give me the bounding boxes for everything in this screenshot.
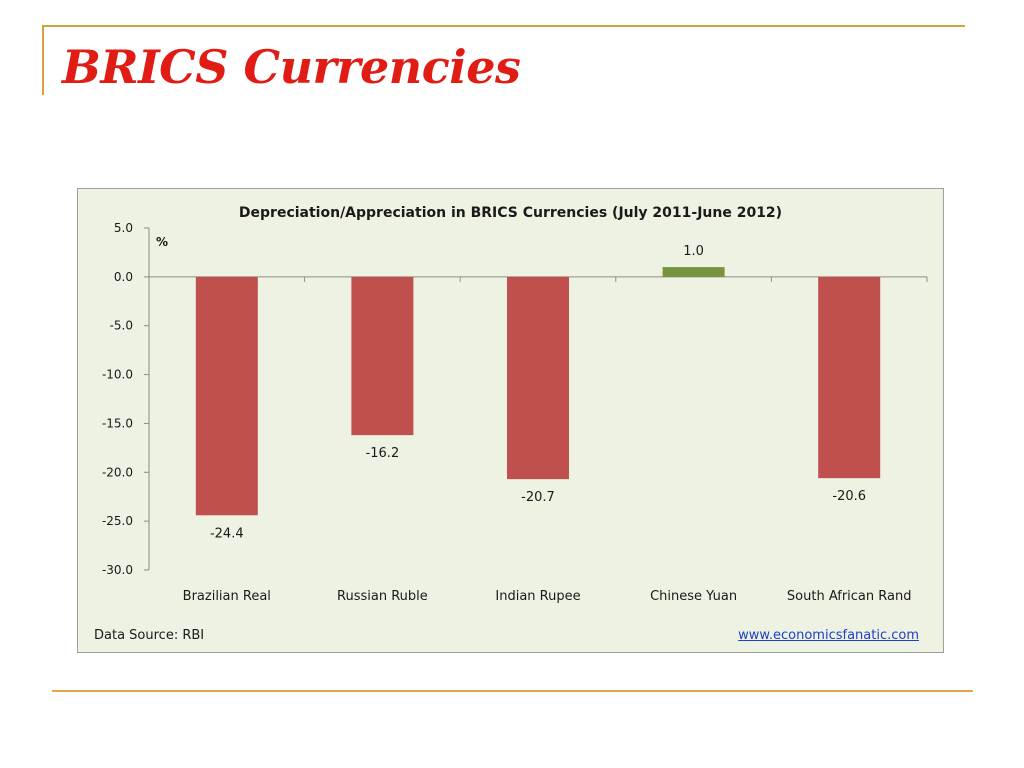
- y-tick-label: 5.0: [114, 221, 133, 235]
- category-label: Russian Ruble: [337, 589, 428, 604]
- top-border-line: [42, 25, 965, 27]
- y-tick-label: -30.0: [102, 563, 133, 577]
- data-label: 1.0: [683, 244, 704, 259]
- bar-chinese-yuan: [662, 267, 725, 277]
- chart-title: Depreciation/Appreciation in BRICS Curre…: [238, 205, 783, 221]
- bottom-rule: [52, 690, 973, 692]
- website-link[interactable]: www.economicsfanatic.com: [738, 628, 919, 643]
- y-tick-label: -25.0: [102, 514, 133, 528]
- bar-russian-ruble: [351, 276, 414, 436]
- y-tick-label: -15.0: [102, 416, 133, 430]
- data-label: -20.7: [521, 490, 555, 505]
- data-label: -24.4: [210, 526, 244, 541]
- chart-frame: 5.0 0.0 -5.0 -10.0 -15.0 -20.0 -25.0 -30.0 -24.4…: [77, 188, 944, 653]
- y-tick-label: -5.0: [110, 319, 133, 333]
- bar-chart: 5.0 0.0 -5.0 -10.0 -15.0 -20.0 -25.0 -30.0 -24.4…: [102, 221, 928, 604]
- bar-indian-rupee: [507, 276, 569, 480]
- category-label: South African Rand: [787, 589, 912, 604]
- category-label: Brazilian Real: [183, 589, 271, 604]
- y-tick-label: -10.0: [102, 368, 133, 382]
- data-label: -20.6: [832, 489, 866, 504]
- bar-south-african-rand: [818, 276, 881, 479]
- data-source-label: Data Source: RBI: [94, 628, 205, 643]
- bar-brazilian-real: [195, 276, 258, 516]
- y-tick-label: -20.0: [102, 465, 133, 479]
- y-tick-label: 0.0: [114, 270, 133, 284]
- slide-title: BRICS Currencies: [62, 40, 521, 94]
- y-unit-label: %: [156, 235, 169, 249]
- data-label: -16.2: [366, 446, 400, 461]
- category-label: Indian Rupee: [495, 589, 580, 604]
- left-border-line: [42, 25, 44, 95]
- category-label: Chinese Yuan: [650, 589, 737, 604]
